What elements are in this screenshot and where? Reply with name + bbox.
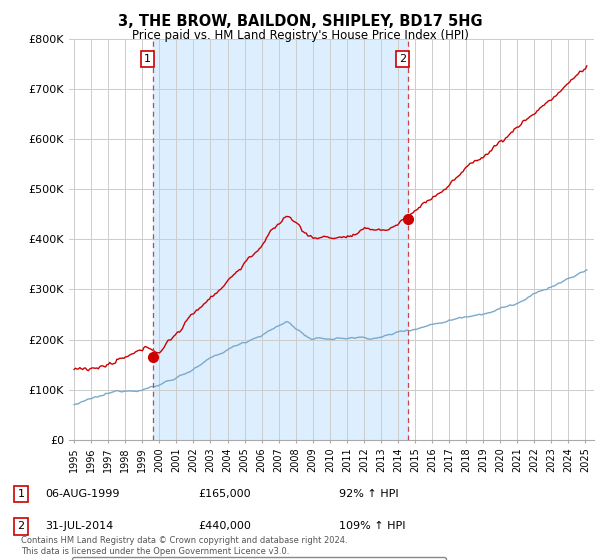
Text: 06-AUG-1999: 06-AUG-1999 [45, 489, 119, 499]
Text: £440,000: £440,000 [198, 521, 251, 531]
Text: Price paid vs. HM Land Registry's House Price Index (HPI): Price paid vs. HM Land Registry's House … [131, 29, 469, 42]
Text: 109% ↑ HPI: 109% ↑ HPI [339, 521, 406, 531]
Legend: 3, THE BROW, BAILDON, SHIPLEY, BD17 5HG (detached house), HPI: Average price, de: 3, THE BROW, BAILDON, SHIPLEY, BD17 5HG … [71, 557, 446, 560]
Text: 3, THE BROW, BAILDON, SHIPLEY, BD17 5HG: 3, THE BROW, BAILDON, SHIPLEY, BD17 5HG [118, 14, 482, 29]
Text: 31-JUL-2014: 31-JUL-2014 [45, 521, 113, 531]
Text: 92% ↑ HPI: 92% ↑ HPI [339, 489, 398, 499]
Text: 1: 1 [17, 489, 25, 499]
Text: Contains HM Land Registry data © Crown copyright and database right 2024.
This d: Contains HM Land Registry data © Crown c… [21, 536, 347, 556]
Text: 1: 1 [144, 54, 151, 64]
Text: £165,000: £165,000 [198, 489, 251, 499]
Bar [152, 39, 408, 440]
Text: 2: 2 [399, 54, 406, 64]
Text: 2: 2 [17, 521, 25, 531]
